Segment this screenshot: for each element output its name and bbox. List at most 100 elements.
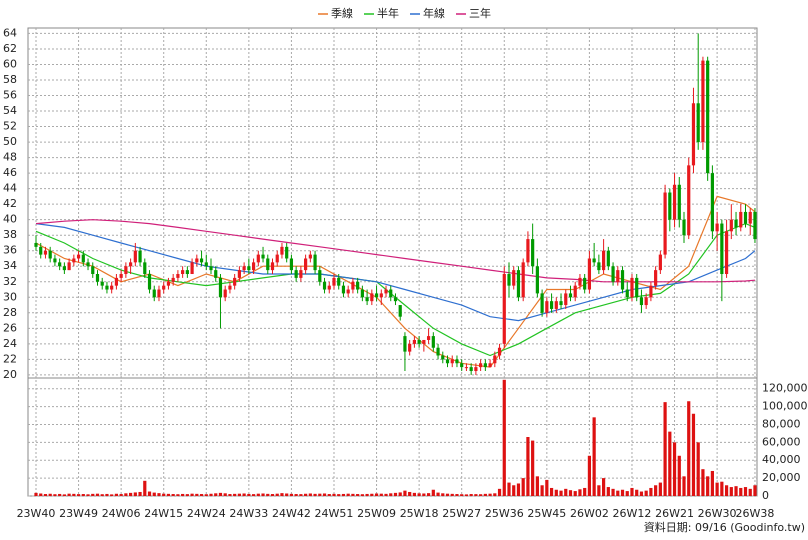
candle-body <box>308 254 312 259</box>
volume-bar <box>611 488 615 496</box>
volume-bar <box>110 494 114 496</box>
candle-body <box>275 254 279 263</box>
candle-body <box>360 289 364 298</box>
volume-bar <box>185 494 189 496</box>
volume-bar <box>304 493 308 496</box>
candle-body <box>649 285 653 298</box>
volume-bar <box>233 493 237 496</box>
volume-bar <box>720 481 724 496</box>
y-tick-label: 38 <box>3 228 17 241</box>
candle-body <box>166 281 171 286</box>
volume-bar <box>516 483 521 496</box>
y-tick-label: 20,000 <box>762 471 801 484</box>
candle-body <box>299 270 303 278</box>
candle-body <box>218 277 223 298</box>
candle-body <box>34 242 38 247</box>
volume-bar <box>597 485 601 496</box>
volume-bar <box>100 494 104 496</box>
volume-bar <box>687 401 691 496</box>
candle-body <box>86 262 90 267</box>
x-tick-label: 25W36 <box>485 507 524 520</box>
x-tick-label: 25W18 <box>400 507 439 520</box>
volume-bar <box>464 494 469 496</box>
candle-body <box>450 359 454 364</box>
x-tick-label: 24W33 <box>229 507 268 520</box>
candle-body <box>658 254 662 271</box>
candle-body <box>43 250 48 255</box>
volume-bar <box>114 493 119 496</box>
candle-body <box>143 262 147 275</box>
volume-bar <box>559 490 563 496</box>
candle-body <box>223 289 227 298</box>
candle-body <box>493 355 497 364</box>
candle-body <box>346 289 350 294</box>
legend-label: 年線 <box>423 6 445 20</box>
volume-bar <box>62 494 66 496</box>
candle-body <box>724 231 729 275</box>
volume-bar <box>322 493 327 496</box>
candle-body <box>351 281 355 290</box>
volume-bar <box>53 494 57 496</box>
candle-body <box>162 285 166 290</box>
candle-body <box>76 254 81 259</box>
candle-body <box>488 363 492 368</box>
volume-bar <box>658 482 662 496</box>
y-tick-label: 0 <box>762 489 769 502</box>
volume-bar <box>204 494 208 496</box>
candle-body <box>682 219 686 236</box>
volume-bar <box>663 402 667 496</box>
legend-label: 季線 <box>331 6 353 20</box>
candle-body <box>753 211 757 240</box>
candle-body <box>228 285 232 290</box>
x-tick-label: 23W49 <box>59 507 98 520</box>
y-tick-label: 48 <box>3 151 17 164</box>
volume-bar <box>748 488 752 496</box>
candle-body <box>133 250 137 263</box>
candle-body <box>237 270 241 278</box>
volume-bar <box>275 493 279 496</box>
candle-body <box>266 258 270 271</box>
volume-bar <box>58 493 62 496</box>
y-tick-label: 54 <box>3 104 17 117</box>
volume-bar <box>34 492 38 496</box>
volume-bar <box>67 493 71 496</box>
candle-body <box>129 262 133 267</box>
ma-line <box>35 222 756 357</box>
volume-bar <box>592 417 596 496</box>
volume-bar <box>431 489 435 496</box>
candle-body <box>119 274 123 278</box>
volume-bar <box>308 493 312 496</box>
candle-body <box>441 355 445 360</box>
volume-bar <box>147 491 152 496</box>
candle-body <box>635 277 639 298</box>
y-tick-label: 52 <box>3 120 17 133</box>
volume-bar <box>606 487 610 496</box>
candle-body <box>502 274 506 344</box>
candle-body <box>157 289 161 298</box>
candle-body <box>95 274 100 282</box>
volume-bar <box>743 487 748 496</box>
candle-body <box>332 277 336 286</box>
x-tick-label: 26W30 <box>698 507 737 520</box>
candle-body <box>611 266 615 282</box>
volume-bar <box>289 493 294 496</box>
volume-bar <box>545 479 549 496</box>
candle-body <box>100 281 104 286</box>
footer: 資料日期: 09/16 (Goodinfo.tw) <box>644 520 805 534</box>
candle-body <box>715 223 719 232</box>
x-tick-label: 25W09 <box>357 507 396 520</box>
volume-bar <box>143 480 147 496</box>
candle-body <box>696 103 700 143</box>
candle-body <box>460 363 464 368</box>
volume-bar <box>389 493 393 496</box>
candle-body <box>583 277 587 290</box>
candle-body <box>138 250 142 263</box>
volume-bar <box>199 494 204 496</box>
volume-bar <box>512 485 516 496</box>
volume-bar <box>247 493 251 496</box>
volume-bar <box>668 431 672 496</box>
candle-body <box>393 297 398 302</box>
candle-body <box>318 270 322 282</box>
volume-bar <box>129 492 133 496</box>
y-tick-label: 50 <box>3 135 17 148</box>
